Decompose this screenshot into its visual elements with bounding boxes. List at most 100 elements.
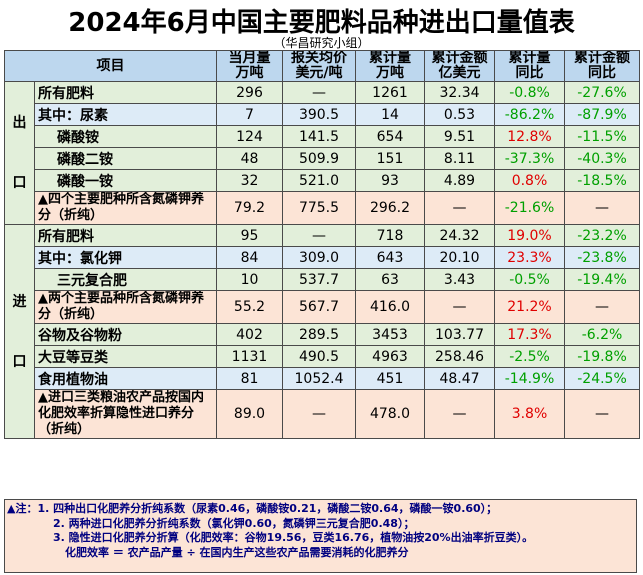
cum-amt-value: — <box>424 191 495 225</box>
monthly-value: 84 <box>216 246 283 269</box>
table-row: ▲进口三类粮油农产品按国内化肥效率折算隐性进口养分（折纯） 89.0—478.0—… <box>5 389 640 439</box>
avg-price-value: — <box>282 81 356 104</box>
cum-qty-yoy-value: -0.5% <box>494 268 565 291</box>
monthly-value: 296 <box>216 81 283 104</box>
cum-qty-yoy-value: -14.9% <box>494 367 565 390</box>
cum-amt-yoy-value: — <box>564 389 640 439</box>
cum-qty-yoy-value: 21.2% <box>494 290 565 324</box>
row-item: ▲进口三类粮油农产品按国内化肥效率折算隐性进口养分（折纯） <box>34 389 217 439</box>
monthly-value: 95 <box>216 224 283 247</box>
row-item: 食用植物油 <box>34 367 217 390</box>
cum-qty-value: 1261 <box>355 81 425 104</box>
monthly-value: 10 <box>216 268 283 291</box>
cum-qty-value: 478.0 <box>355 389 425 439</box>
row-item: 磷酸二铵 <box>34 147 217 170</box>
header-monthly: 当月量 万吨 <box>216 50 283 82</box>
page-title: 2024年6月中国主要肥料品种进出口量值表 <box>68 8 575 38</box>
note-line: 化肥效率 ＝ 农产品产量 ÷ 在国内生产这些农产品需要消耗的化肥养分 <box>65 545 409 559</box>
note-line: ▲注：1. 四种出口化肥养分折纯系数（尿素0.46，磷酸铵0.21，磷酸二铵0.… <box>7 502 498 515</box>
avg-price-value: 537.7 <box>282 268 356 291</box>
row-item: 所有肥料 <box>34 81 217 104</box>
monthly-value: 32 <box>216 169 283 192</box>
cum-amt-value: — <box>424 389 495 439</box>
cum-qty-value: 4963 <box>355 345 425 368</box>
cum-amt-value: 8.11 <box>424 147 495 170</box>
cum-amt-value: 9.51 <box>424 125 495 148</box>
cum-qty-yoy-value: -37.3% <box>494 147 565 170</box>
avg-price-value: 775.5 <box>282 191 356 225</box>
cum-qty-value: 643 <box>355 246 425 269</box>
row-item: 其中：尿素 <box>34 103 217 126</box>
cum-amt-yoy-value: -24.5% <box>564 367 640 390</box>
cum-amt-value: 3.43 <box>424 268 495 291</box>
avg-price-value: 490.5 <box>282 345 356 368</box>
cum-qty-value: 93 <box>355 169 425 192</box>
cum-amt-value: 24.32 <box>424 224 495 247</box>
cum-amt-value: — <box>424 290 495 324</box>
table-row: 进口所有肥料 95—718 24.32 19.0% -23.2% <box>4 224 640 439</box>
header-cum-qty-yoy: 累计量 同比 <box>494 50 565 82</box>
avg-price-value: 289.5 <box>282 323 356 346</box>
import-section-label: 进口 <box>4 224 35 439</box>
avg-price-value: 567.7 <box>282 290 356 324</box>
cum-amt-yoy-value: -18.5% <box>564 169 640 192</box>
cum-qty-yoy-value: -21.6% <box>494 191 565 225</box>
cum-amt-yoy-value: -19.4% <box>564 268 640 291</box>
cum-qty-yoy-value: 0.8% <box>494 169 565 192</box>
note-line: 2. 两种进口化肥养分折纯系数（氯化钾0.60，氮磷钾三元复合肥0.48）； <box>53 516 415 530</box>
table-row: 磷酸一铵 32 521.0 93 4.89 0.8% -18.5% <box>5 169 640 192</box>
row-item: ▲四个主要肥种所含氮磷钾养分（折纯） <box>34 191 217 225</box>
cum-qty-yoy-value: 12.8% <box>494 125 565 148</box>
cum-amt-yoy-value: -87.9% <box>564 103 640 126</box>
export-section-label: 出口 <box>4 81 35 225</box>
cum-amt-yoy-value: -23.8% <box>564 246 640 269</box>
cum-qty-value: 14 <box>355 103 425 126</box>
import-section: 进口所有肥料 95—718 24.32 19.0% -23.2% 其中：氯化钾 84 309.… <box>4 224 640 439</box>
table-row: ▲四个主要肥种所含氮磷钾养分（折纯） 79.2 775.5 296.2— -21.6% — <box>5 191 640 225</box>
avg-price-value: 1052.4 <box>282 367 356 390</box>
cum-qty-value: 151 <box>355 147 425 170</box>
table-row: 磷酸铵 124 141.5 654 9.51 12.8% -11.5% <box>5 125 640 148</box>
cum-qty-value: 416.0 <box>355 290 425 324</box>
cum-amt-yoy-value: -6.2% <box>564 323 640 346</box>
avg-price-value: 309.0 <box>282 246 356 269</box>
cum-amt-yoy-value: -23.2% <box>564 224 640 247</box>
cum-amt-value: 103.77 <box>424 323 495 346</box>
row-item: 其中：氯化钾 <box>34 246 217 269</box>
note-line: 3. 隐性进口化肥养分折算（化肥效率：谷物19.56，豆类16.76，植物油按2… <box>53 531 534 544</box>
header-cum-qty: 累计量 万吨 <box>355 50 425 82</box>
cum-amt-value: 258.46 <box>424 345 495 368</box>
cum-amt-value: 4.89 <box>424 169 495 192</box>
table-row: 大豆等豆类 1131 490.5 4963 258.46 -2.5% -19.8% <box>5 345 640 368</box>
cum-amt-yoy-value: -27.6% <box>564 81 640 104</box>
cum-amt-value: 20.10 <box>424 246 495 269</box>
header-avg-price: 报关均价 美元/吨 <box>282 50 356 82</box>
monthly-value: 89.0 <box>216 389 283 439</box>
monthly-value: 124 <box>216 125 283 148</box>
table-row: 磷酸二铵 48 509.9 151 8.11 -37.3% -40.3% <box>5 147 640 170</box>
avg-price-value: 521.0 <box>282 169 356 192</box>
row-item: ▲两个主要品种所含氮磷钾养分（折纯） <box>34 290 217 324</box>
cum-qty-value: 3453 <box>355 323 425 346</box>
avg-price-value: — <box>282 389 356 439</box>
header-item: 项目 <box>4 50 217 82</box>
row-item: 三元复合肥 <box>34 268 217 291</box>
cum-amt-value: 48.47 <box>424 367 495 390</box>
cum-qty-yoy-value: 23.3% <box>494 246 565 269</box>
data-table: 项目 当月量 万吨 报关均价 美元/吨 累计量 万吨 累计金额 亿美元 累计量 同比 累计… <box>4 50 640 439</box>
row-item: 磷酸一铵 <box>34 169 217 192</box>
cum-amt-yoy-value: — <box>564 290 640 324</box>
page-subtitle: （华昌研究小组） <box>273 36 370 50</box>
avg-price-value: 141.5 <box>282 125 356 148</box>
avg-price-value: 509.9 <box>282 147 356 170</box>
row-item: 磷酸铵 <box>34 125 217 148</box>
table-row: 出口所有肥料 296—1261 32.34 -0.8% -27.6% <box>4 81 640 225</box>
cum-qty-value: 451 <box>355 367 425 390</box>
monthly-value: 1131 <box>216 345 283 368</box>
cum-qty-yoy-value: 19.0% <box>494 224 565 247</box>
cum-amt-yoy-value: -40.3% <box>564 147 640 170</box>
monthly-value: 402 <box>216 323 283 346</box>
monthly-value: 79.2 <box>216 191 283 225</box>
cum-qty-value: 296.2 <box>355 191 425 225</box>
